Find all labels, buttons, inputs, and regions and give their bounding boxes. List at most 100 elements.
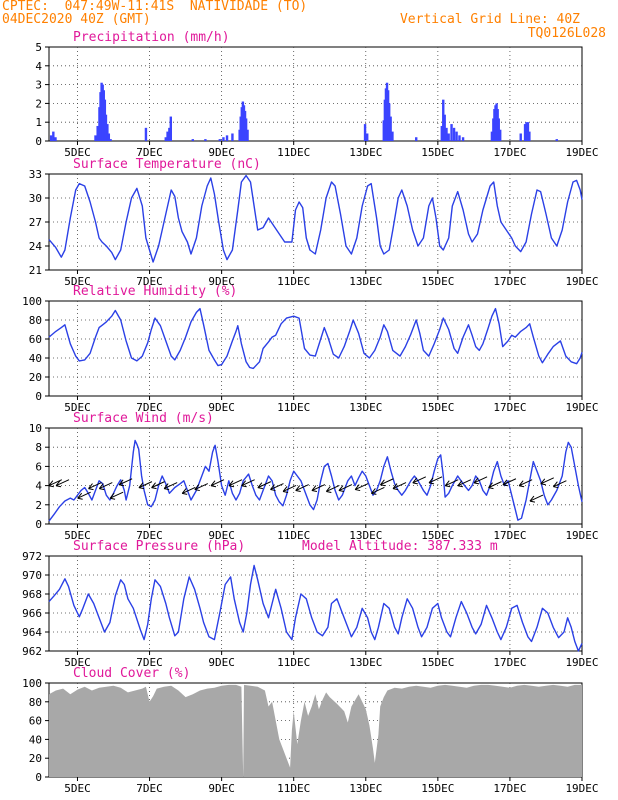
y-tick-label: 40 xyxy=(29,352,42,365)
wind-arrow xyxy=(502,478,517,487)
y-tick-label: 60 xyxy=(29,715,42,728)
wind-arrow xyxy=(118,478,133,487)
wind-arrow xyxy=(412,476,427,485)
wind-arrow xyxy=(151,481,165,490)
precip-bar xyxy=(231,133,234,141)
x-tick-label: 19DEC xyxy=(565,146,598,159)
x-tick-label: 9DEC xyxy=(208,401,235,414)
y-tick-label: 4 xyxy=(35,480,42,493)
wind-arrow xyxy=(282,485,297,493)
panel-title: Precipitation (mm/h) xyxy=(73,30,230,45)
x-tick-label: 7DEC xyxy=(136,656,163,669)
x-tick-label: 17DEC xyxy=(493,656,526,669)
y-tick-label: 27 xyxy=(29,216,42,229)
precip-bar xyxy=(461,137,465,141)
panel-frame xyxy=(48,427,583,525)
precip-bar xyxy=(458,135,461,141)
x-tick-label: 11DEC xyxy=(277,401,310,414)
precip-bar xyxy=(104,114,108,141)
y-tick-label: 8 xyxy=(35,441,42,454)
precip-bar xyxy=(225,135,229,141)
wind-arrow xyxy=(210,479,225,488)
y-tick-label: 0 xyxy=(35,135,42,148)
cloud-cover-area xyxy=(49,684,582,777)
x-tick-label: 5DEC xyxy=(64,401,91,414)
precip-bar xyxy=(450,124,453,141)
precip-bar xyxy=(49,135,53,141)
y-tick-label: 0 xyxy=(35,771,42,784)
precip-bar xyxy=(440,125,444,141)
wind-arrow xyxy=(354,483,369,492)
panel-frame xyxy=(48,46,583,142)
panel-title: Cloud Cover (%) xyxy=(73,666,190,681)
x-tick-label: 15DEC xyxy=(421,529,454,542)
precip-bar xyxy=(246,129,249,141)
wind-arrow xyxy=(380,478,394,487)
x-tick-label: 13DEC xyxy=(349,275,382,288)
y-tick-label: 964 xyxy=(22,626,42,639)
x-tick-label: 17DEC xyxy=(493,401,526,414)
x-tick-label: 9DEC xyxy=(208,782,235,795)
wind-arrow xyxy=(325,485,340,493)
y-tick-label: 6 xyxy=(35,460,42,473)
precip-bar xyxy=(94,135,97,141)
x-tick-label: 19DEC xyxy=(565,529,598,542)
y-tick-label: 100 xyxy=(22,295,42,308)
x-tick-label: 7DEC xyxy=(136,401,163,414)
y-tick-label: 80 xyxy=(29,696,42,709)
x-tick-label: 19DEC xyxy=(565,656,598,669)
wind-arrow xyxy=(311,484,326,493)
precip-bar xyxy=(498,129,502,141)
x-tick-label: 17DEC xyxy=(493,146,526,159)
precip-bar xyxy=(144,127,148,141)
x-tick-label: 11DEC xyxy=(277,275,310,288)
header-run-time: 04DEC2020 40Z (GMT) xyxy=(2,12,151,27)
x-tick-label: 15DEC xyxy=(421,146,454,159)
wind-arrow xyxy=(392,482,407,491)
wind-arrow xyxy=(228,479,243,488)
precip-bar xyxy=(366,133,369,141)
y-tick-label: 20 xyxy=(29,371,42,384)
x-tick-label: 19DEC xyxy=(565,401,598,414)
wind-arrow xyxy=(457,479,472,488)
precip-bar xyxy=(447,133,450,141)
precip-bar xyxy=(54,137,57,141)
x-tick-label: 15DEC xyxy=(421,782,454,795)
x-tick-label: 5DEC xyxy=(64,146,91,159)
precip-bar xyxy=(96,125,99,141)
panel-subtitle: Model Altitude: 387.333 m xyxy=(302,539,498,554)
y-tick-label: 33 xyxy=(29,168,42,181)
panel-title: Surface Pressure (hPa) xyxy=(73,539,245,554)
header-title: CPTEC: 047:49W-11:41S NATIVIDADE (TO) xyxy=(2,0,308,14)
wind-arrow xyxy=(55,479,70,488)
header-grid-line: Vertical Grid Line: 40Z xyxy=(399,12,580,27)
precip-bar xyxy=(191,139,194,141)
wind-arrow xyxy=(257,481,272,490)
y-tick-label: 1 xyxy=(35,116,42,129)
panel-title: Surface Wind (m/s) xyxy=(73,411,214,426)
wind-arrow xyxy=(488,481,502,490)
y-tick-label: 972 xyxy=(22,550,42,563)
wind-arrow xyxy=(295,484,309,493)
wind-arrow xyxy=(540,477,554,486)
x-tick-label: 5DEC xyxy=(64,656,91,669)
wind-arrow xyxy=(77,491,91,500)
x-tick-label: 15DEC xyxy=(421,401,454,414)
precip-bar xyxy=(107,133,111,141)
precip-bar xyxy=(519,133,522,141)
x-tick-label: 11DEC xyxy=(277,529,310,542)
wind-arrow xyxy=(473,476,488,485)
series-line xyxy=(48,307,583,370)
y-tick-label: 5 xyxy=(35,41,42,54)
panel-title: Relative Humidity (%) xyxy=(73,284,237,299)
precip-bar xyxy=(452,127,456,141)
wind-arrow xyxy=(138,481,153,490)
y-tick-label: 968 xyxy=(22,588,42,601)
precip-bar xyxy=(244,118,248,141)
series-line xyxy=(48,564,583,652)
wind-arrow xyxy=(444,479,459,488)
y-tick-label: 100 xyxy=(22,677,42,690)
wind-arrow xyxy=(370,486,385,495)
precip-bar xyxy=(442,99,445,141)
precip-bar xyxy=(415,137,418,141)
